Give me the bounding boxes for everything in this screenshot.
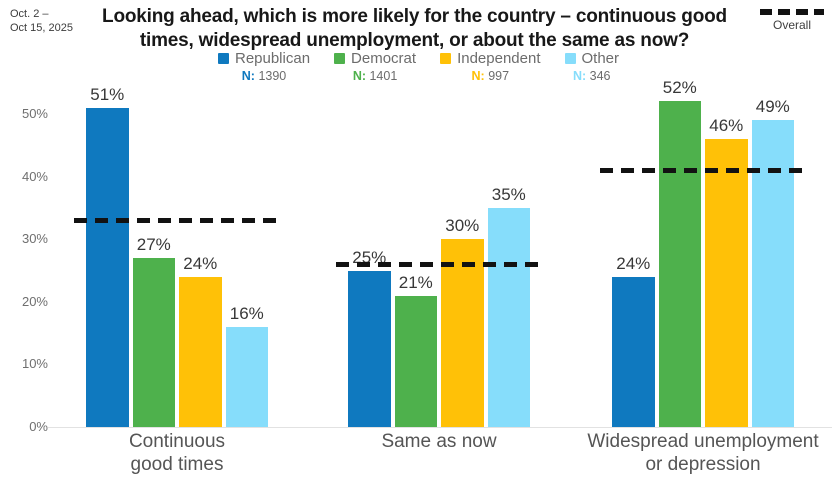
overall-dashed-line <box>74 218 280 224</box>
bar-group-1: 51% 27% 24% 16% <box>86 85 268 427</box>
bar-value-label: 16% <box>229 303 264 323</box>
legend-label: Democrat <box>351 50 417 67</box>
y-axis-tick-label: 20% <box>21 293 48 309</box>
overall-legend-label: Overall <box>772 18 811 32</box>
bar-value-label: 46% <box>709 116 744 136</box>
category-label: Same as now <box>381 431 497 452</box>
y-axis-tick-label: 50% <box>21 106 48 121</box>
bar-value-label: 24% <box>616 253 651 273</box>
bar-other: 35% <box>487 185 530 427</box>
legend-n-label: N: <box>572 69 590 83</box>
legend-label: Republican <box>234 50 311 67</box>
legend-item-democrat: Democrat N: 1401 <box>334 50 416 83</box>
bar-value-label: 52% <box>662 78 697 98</box>
y-axis-tick-label: 30% <box>21 231 48 247</box>
category-label: Widespread unemployment or depression <box>587 431 819 475</box>
bar-value-label: 30% <box>445 216 480 236</box>
bar-value-label: 51% <box>90 84 125 104</box>
bar-group-3: 24% 52% 46% 49% <box>612 78 794 427</box>
legend-swatch-icon <box>217 53 229 64</box>
y-axis-tick-label: 10% <box>21 356 48 372</box>
bar-value-label: 35% <box>491 184 526 204</box>
legend-swatch-icon <box>440 53 452 64</box>
legend-label: Independent <box>457 50 541 67</box>
bar-democrat: 27% <box>132 235 175 427</box>
legend-n-value: 1401 <box>369 69 398 83</box>
legend-n-value: 1390 <box>258 69 287 83</box>
legend-n-label: N: <box>471 69 489 83</box>
bar-value-label: 24% <box>183 253 218 273</box>
legend-n-label: N: <box>352 69 370 83</box>
overall-dashed-line-icon <box>760 9 824 15</box>
legend-sample-size: N: 1390 <box>218 69 310 83</box>
bar-independent: 46% <box>705 116 748 427</box>
legend-n-label: N: <box>241 69 259 83</box>
y-axis-tick-label: 40% <box>21 168 48 184</box>
category-label: Continuous good times <box>128 431 226 475</box>
overall-dashed-line <box>336 262 542 268</box>
date-range: Oct. 2 – Oct 15, 2025 <box>10 8 73 36</box>
legend-sample-size: N: 346 <box>565 69 620 83</box>
legend-n-value: 346 <box>589 69 611 83</box>
overall-legend: Overall <box>758 9 826 32</box>
y-axis-tick-label: 0% <box>29 419 48 434</box>
legend-sample-size: N: 1401 <box>334 69 416 83</box>
legend-label: Other <box>581 50 620 67</box>
bar-democrat: 52% <box>658 78 701 427</box>
bar-republican: 25% <box>348 248 391 427</box>
bar-value-label: 21% <box>398 272 433 292</box>
legend-sample-size: N: 997 <box>440 69 540 83</box>
date-range-line1: Oct. 2 – <box>10 8 49 20</box>
bar-other: 16% <box>225 304 268 427</box>
overall-dashed-line <box>600 168 806 174</box>
bar-republican: 51% <box>86 85 129 427</box>
bar-independent: 24% <box>179 254 222 427</box>
legend-item-republican: Republican N: 1390 <box>217 50 311 83</box>
bar-republican: 24% <box>612 254 655 427</box>
bar-group-2: 25% 21% 30% 35% <box>348 185 530 427</box>
legend-item-other: Other N: 346 <box>564 50 620 83</box>
date-range-line2: Oct 15, 2025 <box>10 21 73 34</box>
bar-independent: 30% <box>441 216 484 427</box>
bar-value-label: 27% <box>136 234 171 254</box>
x-axis-line <box>48 427 832 428</box>
legend-n-value: 997 <box>488 69 510 83</box>
chart-title: Looking ahead, which is more likely for … <box>102 6 727 52</box>
legend-swatch-icon <box>564 53 576 64</box>
legend-item-independent: Independent N: 997 <box>440 50 541 83</box>
legend-swatch-icon <box>334 53 346 64</box>
bar-democrat: 21% <box>394 273 437 427</box>
bar-other: 49% <box>751 97 794 427</box>
series-legend: Republican N: 1390 Democrat N: 1401 Independ… <box>0 50 837 83</box>
bar-value-label: 25% <box>352 247 387 267</box>
bar-value-label: 49% <box>755 97 790 117</box>
